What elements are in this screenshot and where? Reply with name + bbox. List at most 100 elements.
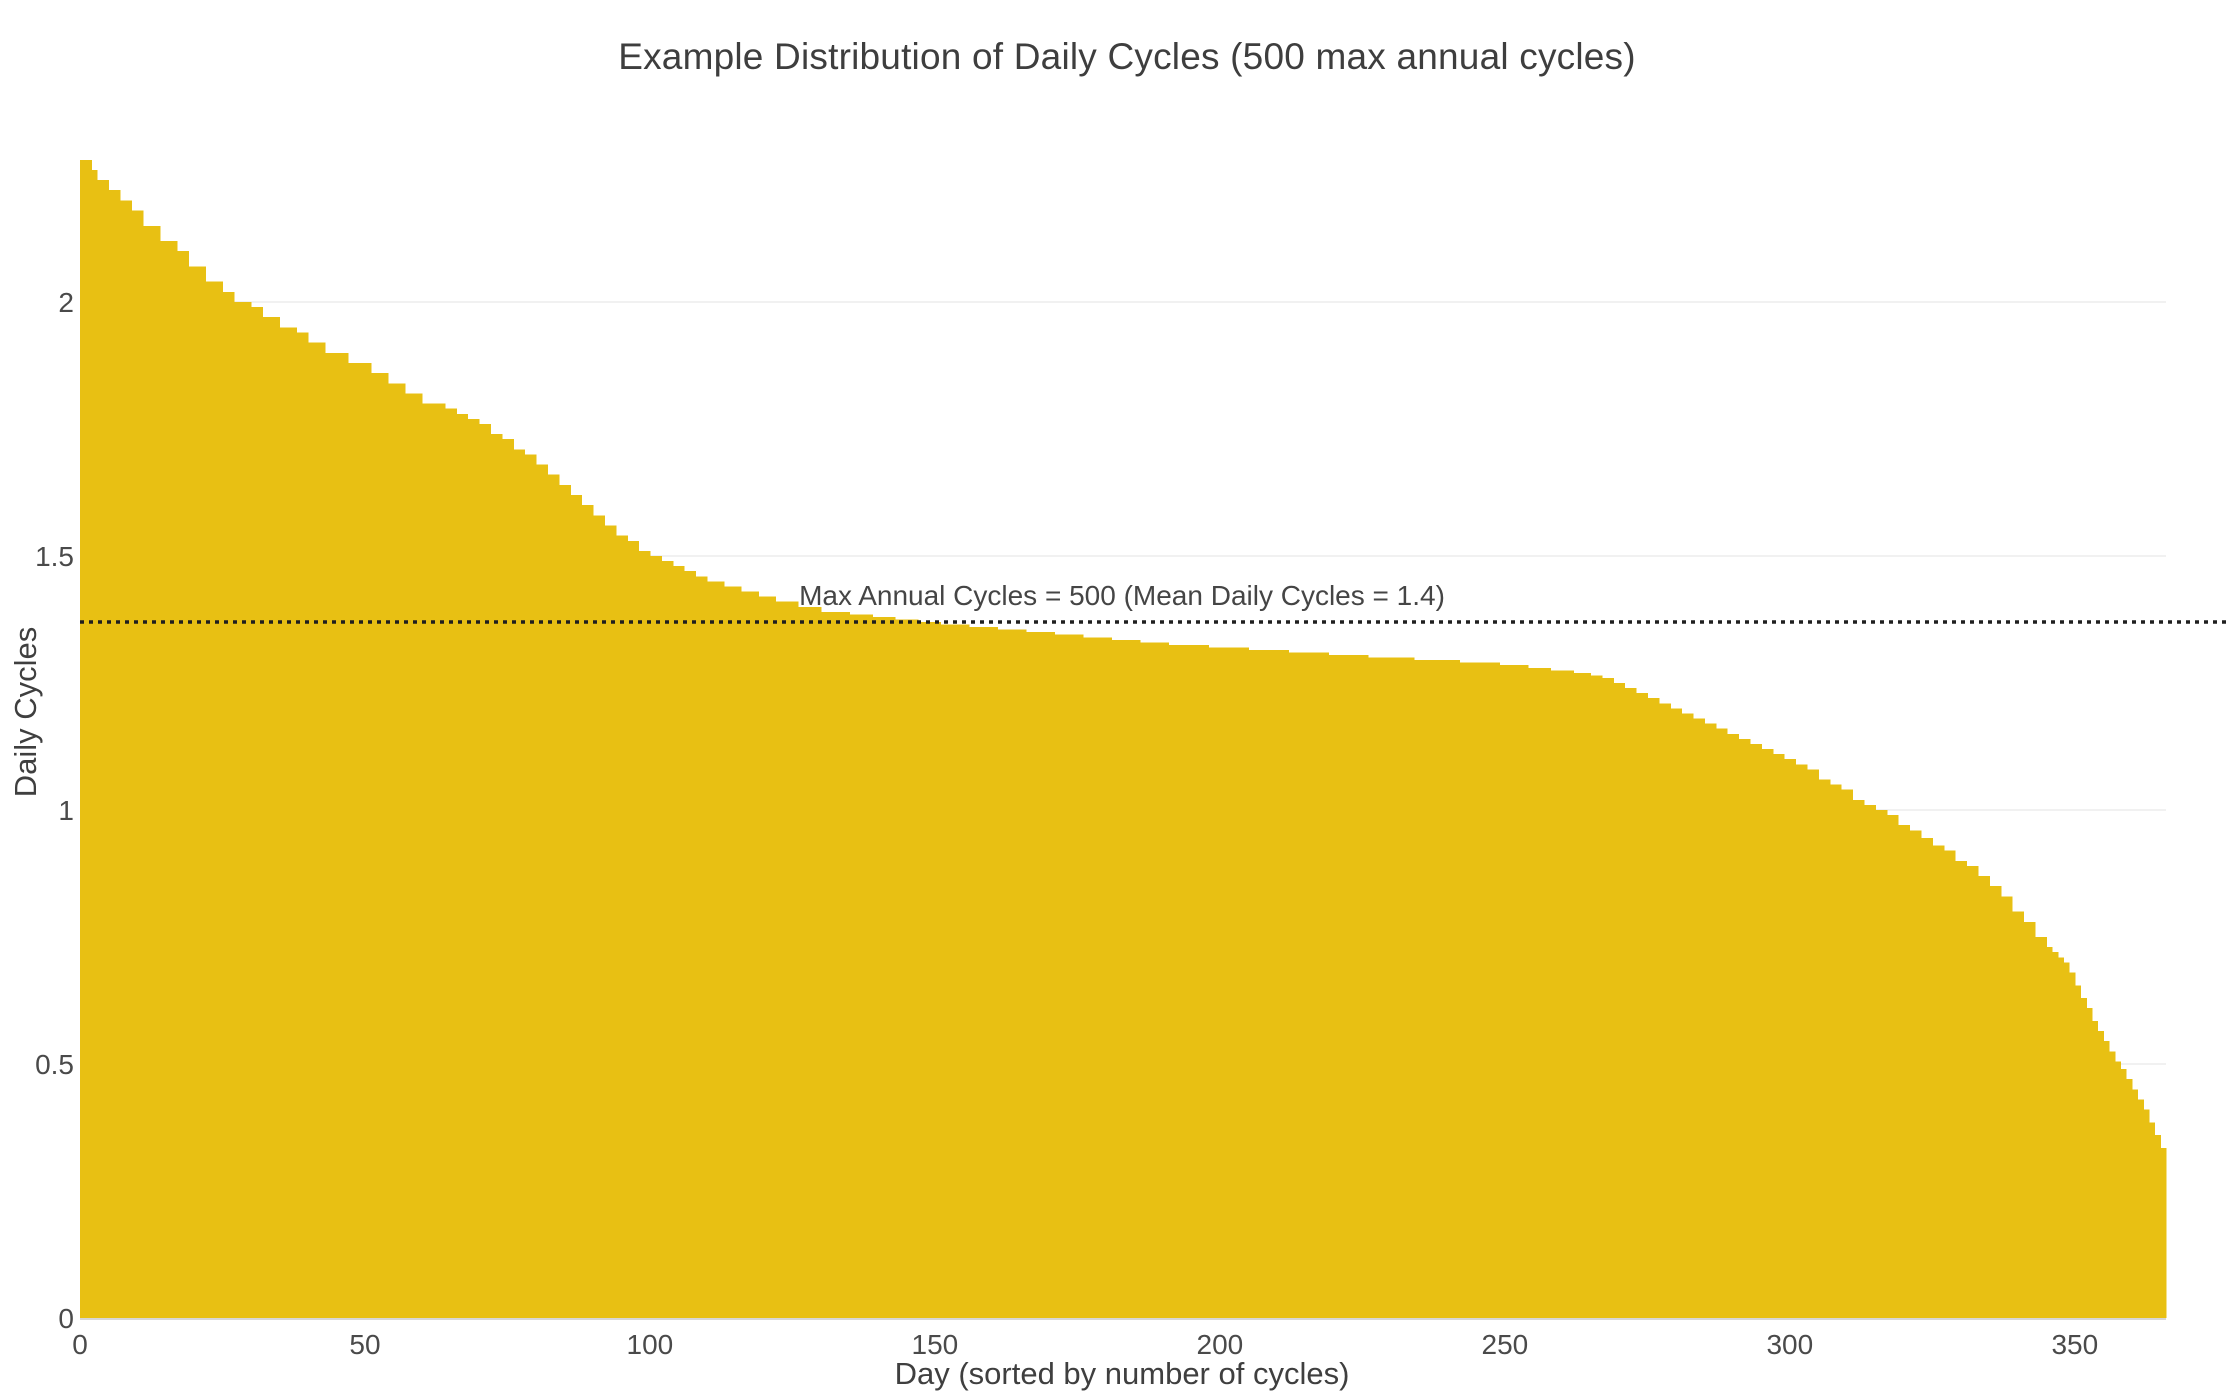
bar bbox=[1105, 637, 1113, 1318]
bar bbox=[268, 317, 275, 1318]
bar bbox=[1333, 655, 1341, 1318]
bar bbox=[1675, 708, 1683, 1318]
bar bbox=[820, 611, 828, 1318]
bar bbox=[1550, 670, 1557, 1318]
bar bbox=[547, 474, 554, 1319]
bar bbox=[188, 266, 195, 1319]
bar bbox=[741, 591, 748, 1318]
bar bbox=[176, 251, 184, 1319]
bar bbox=[1453, 660, 1460, 1318]
bar bbox=[1328, 655, 1335, 1318]
bar bbox=[2091, 1020, 2099, 1318]
bar bbox=[1738, 738, 1745, 1318]
bar bbox=[1254, 649, 1261, 1318]
bar bbox=[2160, 1147, 2167, 1318]
bar bbox=[1128, 639, 1135, 1318]
bar bbox=[1464, 662, 1472, 1318]
bar bbox=[684, 571, 691, 1318]
bar bbox=[1185, 644, 1192, 1318]
bar bbox=[1100, 637, 1107, 1318]
bar bbox=[1459, 662, 1466, 1318]
bar bbox=[1037, 632, 1044, 1318]
x-tick-label: 0 bbox=[72, 1329, 88, 1360]
bar bbox=[1288, 652, 1295, 1318]
bar bbox=[1014, 629, 1022, 1318]
bar bbox=[1248, 649, 1255, 1318]
bar bbox=[1664, 703, 1671, 1318]
bar bbox=[1385, 657, 1392, 1318]
bar bbox=[1390, 657, 1398, 1318]
bar bbox=[775, 601, 782, 1318]
bar bbox=[279, 327, 286, 1318]
chart-title: Example Distribution of Daily Cycles (50… bbox=[618, 36, 1636, 77]
bar bbox=[969, 627, 976, 1318]
bar bbox=[1293, 652, 1301, 1318]
bar bbox=[917, 622, 925, 1318]
bar bbox=[2086, 1008, 2093, 1318]
bar bbox=[1915, 830, 1922, 1318]
bar bbox=[370, 373, 377, 1318]
bar bbox=[1504, 665, 1512, 1318]
bar bbox=[627, 540, 634, 1318]
bar bbox=[1749, 743, 1757, 1318]
x-tick-label: 200 bbox=[1197, 1329, 1244, 1360]
bar bbox=[1544, 667, 1552, 1318]
bar bbox=[1396, 657, 1403, 1318]
bar bbox=[1413, 660, 1420, 1318]
y-tick-label: 0 bbox=[58, 1303, 74, 1334]
bar bbox=[136, 210, 144, 1318]
bar bbox=[1852, 799, 1859, 1318]
bar bbox=[182, 251, 189, 1319]
bar bbox=[1031, 632, 1039, 1318]
bar bbox=[701, 576, 708, 1318]
bar bbox=[416, 393, 423, 1318]
bar bbox=[1761, 749, 1768, 1318]
bar bbox=[1179, 644, 1187, 1318]
x-tick-label: 50 bbox=[349, 1329, 380, 1360]
bar bbox=[598, 515, 605, 1318]
bar bbox=[1972, 865, 1979, 1318]
bar bbox=[849, 614, 856, 1318]
bar bbox=[114, 190, 121, 1319]
bar bbox=[1487, 662, 1495, 1318]
bar bbox=[1721, 728, 1728, 1318]
bar bbox=[1419, 660, 1426, 1318]
bar bbox=[1596, 675, 1603, 1318]
bar bbox=[131, 210, 138, 1318]
bar bbox=[399, 383, 406, 1318]
bar bbox=[1350, 655, 1358, 1318]
bar bbox=[1094, 637, 1101, 1318]
bar bbox=[1573, 672, 1580, 1318]
bar bbox=[1539, 667, 1546, 1318]
bar bbox=[1949, 850, 1956, 1318]
bar bbox=[1430, 660, 1438, 1318]
bar bbox=[1282, 649, 1289, 1318]
bar bbox=[843, 611, 851, 1318]
bar bbox=[1145, 642, 1153, 1318]
bar bbox=[1641, 693, 1648, 1318]
bar bbox=[695, 576, 702, 1318]
bar bbox=[1630, 688, 1637, 1318]
bar bbox=[1744, 738, 1751, 1318]
bar bbox=[1066, 634, 1073, 1318]
bar bbox=[906, 619, 913, 1318]
bar bbox=[319, 342, 326, 1318]
bar bbox=[1607, 677, 1614, 1318]
y-tick-label: 0.5 bbox=[35, 1049, 74, 1080]
bar bbox=[758, 596, 765, 1318]
bar bbox=[478, 423, 486, 1318]
bar bbox=[205, 281, 212, 1319]
bar bbox=[325, 352, 332, 1318]
bar bbox=[285, 327, 292, 1318]
bar bbox=[1903, 825, 1911, 1318]
bar bbox=[256, 307, 263, 1319]
bar bbox=[364, 362, 372, 1319]
bar bbox=[587, 505, 594, 1318]
bar bbox=[393, 383, 400, 1318]
bar bbox=[1909, 830, 1916, 1318]
bar bbox=[2063, 962, 2070, 1318]
bar bbox=[1054, 634, 1061, 1318]
bar bbox=[570, 495, 577, 1318]
bar bbox=[672, 566, 680, 1318]
bar bbox=[860, 614, 868, 1318]
